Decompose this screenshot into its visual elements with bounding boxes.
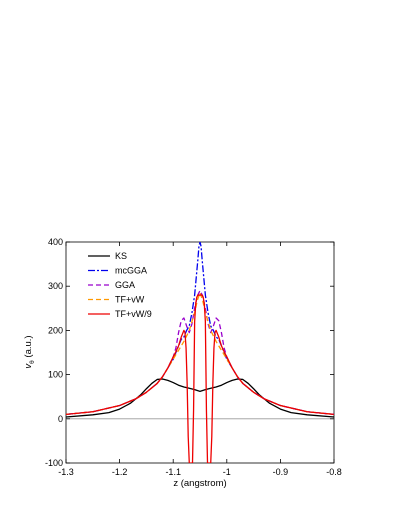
legend: KS mcGGA GGA TF+vW TF+vW/9	[88, 251, 152, 319]
series-layer	[66, 242, 334, 463]
x-axis-label: z (angstrom)	[173, 478, 226, 489]
plot-frame	[65, 241, 335, 464]
legend-label: GGA	[115, 280, 135, 290]
legend-label: mcGGA	[115, 266, 147, 276]
y-tick-label: 400	[48, 237, 63, 247]
y-tick-label: 300	[48, 281, 63, 291]
y-axis-label-subscript: θ	[29, 360, 36, 364]
legend-label: KS	[115, 251, 127, 261]
legend-label: TF+vW/9	[115, 309, 152, 319]
y-axis-label-symbol: v	[23, 363, 34, 369]
series-line-tf-vw	[66, 292, 334, 416]
y-tick-label: 200	[48, 325, 63, 335]
x-tick-label: -1.2	[112, 467, 128, 477]
series-line-tf-vw-9	[66, 294, 334, 463]
series-line-ks	[66, 378, 334, 418]
y-axis-label: vθ (a.u.)	[23, 335, 36, 368]
y-tick-label: -100	[45, 458, 63, 468]
svg-text:vθ (a.u.): vθ (a.u.)	[23, 335, 36, 368]
x-tick-label: -1.3	[58, 467, 74, 477]
series-line-mcgga	[66, 242, 334, 416]
ticks-layer: -1.3 -1.2 -1.1 -1 -0.9 -0.8 -100 0 100 200 300 400	[45, 237, 342, 477]
x-tick-label: -1.1	[165, 467, 181, 477]
y-tick-label: 0	[58, 414, 63, 424]
series-line-gga	[66, 289, 334, 416]
x-tick-label: -0.8	[326, 467, 342, 477]
x-tick-label: -1	[223, 467, 231, 477]
y-tick-label: 100	[48, 370, 63, 380]
y-axis-label-unit: (a.u.)	[23, 335, 34, 357]
x-tick-label: -0.9	[273, 467, 289, 477]
legend-label: TF+vW	[115, 295, 145, 305]
